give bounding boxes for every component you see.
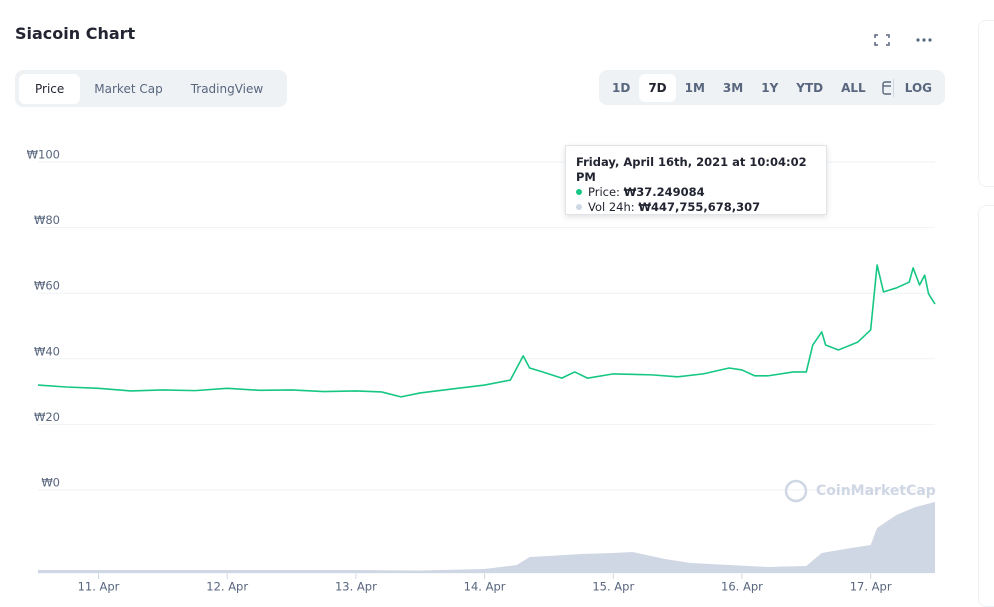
- y-tick-label: ₩0: [41, 476, 60, 490]
- range-button[interactable]: YTD: [796, 80, 824, 95]
- tooltip: Friday, April 16th, 2021 at 10:04:02 PM …: [565, 145, 827, 215]
- range-button[interactable]: 7D: [639, 73, 676, 102]
- tab-group: Price Market Cap TradingView: [15, 70, 287, 107]
- range-button[interactable]: 1D: [612, 80, 631, 95]
- x-tick-label: 16. Apr: [721, 580, 763, 594]
- range-button[interactable]: 3M: [722, 80, 744, 95]
- separator: [893, 78, 894, 97]
- fullscreen-icon[interactable]: [874, 34, 890, 46]
- y-tick-label: ₩100: [27, 148, 60, 162]
- more-icon[interactable]: [916, 38, 932, 42]
- calendar-icon[interactable]: [875, 78, 892, 98]
- y-tick-label: ₩60: [34, 279, 60, 293]
- y-tick-label: ₩80: [34, 213, 60, 227]
- page: {"header": {"title": "Siacoin Chart"}, "…: [15, 20, 994, 607]
- x-tick-label: 14. Apr: [464, 580, 506, 594]
- y-tick-label: ₩20: [34, 410, 60, 424]
- tooltip-row: Price: ₩37.249084: [576, 185, 816, 200]
- plot: ₩0 ₩20 ₩40 ₩60 ₩80 ₩100 11. Apr 12. Apr 13. Apr 1…: [27, 148, 936, 594]
- tab[interactable]: Market Cap: [94, 81, 163, 96]
- tab[interactable]: Price: [19, 73, 81, 104]
- side-panel: [978, 20, 994, 187]
- price-line: [37, 264, 936, 398]
- icons: [874, 34, 932, 46]
- tooltip-row: Vol 24h: ₩447,755,678,307: [576, 200, 816, 215]
- x-tick-label: 17. Apr: [850, 580, 892, 594]
- watermark-text: CoinMarketCap: [816, 483, 936, 499]
- chart-title: Siacoin Chart: [15, 24, 136, 43]
- range-button[interactable]: ALL: [841, 80, 866, 95]
- x-tick-label: 11. Apr: [78, 580, 120, 594]
- tab[interactable]: TradingView: [190, 81, 264, 96]
- volume-area: [38, 502, 935, 573]
- x-tick-label: 13. Apr: [335, 580, 377, 594]
- range-group: 1D 7D 1M 3M 1Y YTD ALL LOG: [599, 70, 945, 105]
- chart: ₩0 ₩20 ₩40 ₩60 ₩80 ₩100 11. Apr 12. Apr 13. Apr 1…: [27, 148, 936, 594]
- y-tick-label: ₩40: [34, 344, 60, 358]
- tooltip-label: Price:: [588, 185, 620, 199]
- tooltip-label: Vol 24h:: [588, 200, 635, 214]
- log-button[interactable]: LOG: [904, 80, 932, 95]
- watermark: CoinMarketCap: [784, 479, 936, 503]
- x-tick-label: 15. Apr: [592, 580, 634, 594]
- x-tick-label: 12. Apr: [206, 580, 248, 594]
- tooltip-value: ₩447,755,678,307: [638, 200, 761, 214]
- range-button[interactable]: 1M: [684, 80, 705, 95]
- tooltip-value: ₩37.249084: [623, 185, 705, 199]
- tooltip-date: Friday, April 16th, 2021 at 10:04:02 PM: [576, 155, 807, 184]
- range-button[interactable]: 1Y: [761, 80, 779, 95]
